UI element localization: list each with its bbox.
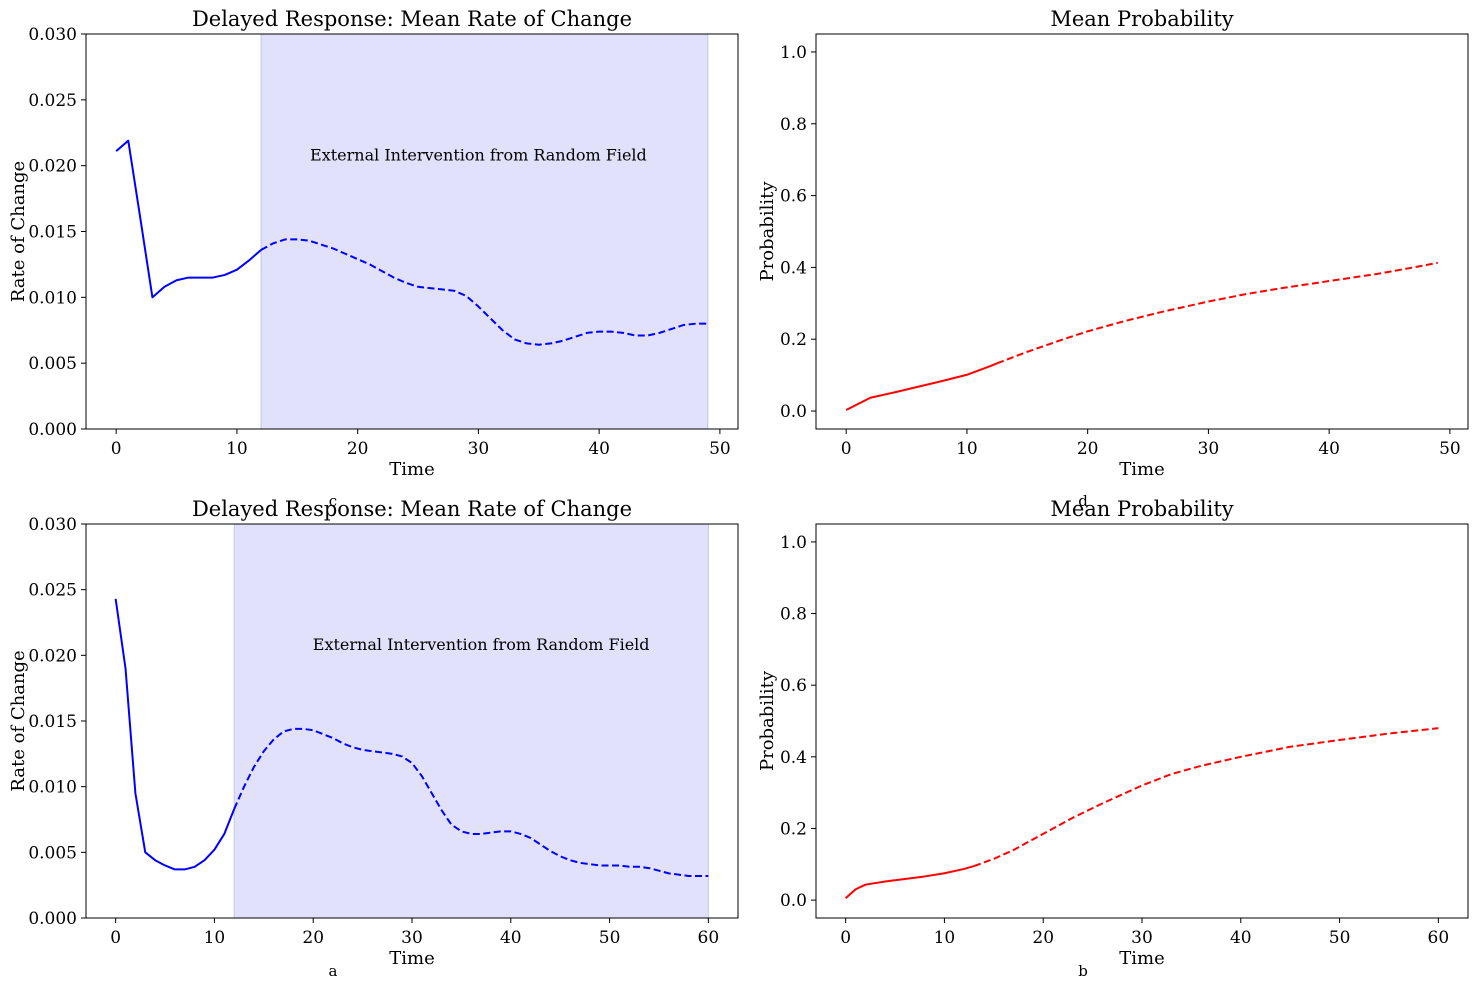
y-tick-label: 0.005	[28, 843, 77, 863]
x-tick-label: 50	[599, 928, 621, 948]
x-tick-label: 20	[1032, 928, 1054, 948]
shaded-region	[260, 33, 709, 430]
y-tick-label: 0.0	[780, 402, 807, 422]
y-tick-label: 0.4	[780, 258, 807, 278]
y-tick-label: 0.000	[28, 420, 77, 440]
x-tick-label: 10	[204, 928, 226, 948]
x-tick-label: 60	[698, 928, 720, 948]
chart-title: Delayed Response: Mean Rate of Change	[192, 497, 632, 521]
y-tick-label: 0.015	[28, 223, 77, 243]
chart-title: Mean Probability	[1050, 497, 1233, 521]
y-tick-label: 0.000	[28, 909, 77, 929]
x-tick-label: 0	[111, 439, 122, 459]
y-tick-label: 0.025	[28, 581, 77, 601]
chart-title: Mean Probability	[1050, 7, 1233, 31]
x-tick-label: 40	[588, 439, 610, 459]
x-axis-label: Time	[1119, 459, 1164, 480]
x-axis-label: Time	[389, 948, 434, 969]
series-line-dashed	[233, 727, 709, 877]
y-axis-label: Probability	[757, 181, 778, 282]
x-tick-label: 10	[934, 928, 956, 948]
subplot-label: c	[329, 492, 337, 510]
y-tick-label: 0.005	[28, 354, 77, 374]
y-tick-label: 0.4	[780, 748, 807, 768]
subplot-label: a	[329, 962, 338, 980]
y-tick-label: 0.8	[780, 115, 807, 135]
y-axis-label: Rate of Change	[8, 161, 29, 302]
subplot-label: b	[1078, 962, 1088, 980]
x-tick-label: 20	[1077, 439, 1099, 459]
chart-panel-0: 0 10 20 30 40 50 0.000 0.005 0.010 0.015 0.020 0.02…	[8, 7, 739, 510]
y-tick-label: 0.8	[780, 605, 807, 625]
annotation-text: External Intervention from Random Field	[310, 145, 647, 164]
series-line-dashed	[260, 238, 708, 346]
series-line-dashed	[996, 261, 1438, 365]
series-line-dashed	[973, 727, 1439, 868]
x-tick-label: 30	[468, 439, 490, 459]
x-tick-label: 10	[226, 439, 248, 459]
series-line-solid	[115, 139, 262, 299]
x-tick-label: 30	[401, 928, 423, 948]
chart-title: Delayed Response: Mean Rate of Change	[192, 7, 632, 31]
x-tick-label: 20	[347, 439, 369, 459]
x-tick-label: 30	[1198, 439, 1220, 459]
x-tick-label: 60	[1428, 928, 1450, 948]
annotation-text: External Intervention from Random Field	[313, 635, 650, 654]
y-tick-label: 0.015	[28, 712, 77, 732]
y-tick-label: 1.0	[780, 43, 807, 63]
y-tick-label: 0.6	[780, 676, 807, 696]
x-axis-label: Time	[1119, 948, 1164, 969]
x-tick-label: 40	[1230, 928, 1252, 948]
series-line-solid	[845, 362, 998, 411]
chart-panel-2: 0 10 20 30 40 50 60 0.000 0.005 0.010 0.015 0.020 0.…	[8, 497, 739, 980]
x-tick-label: 40	[1318, 439, 1340, 459]
x-tick-label: 0	[110, 928, 121, 948]
y-tick-label: 0.6	[780, 187, 807, 207]
x-tick-label: 20	[302, 928, 324, 948]
chart-panel-3: 0 10 20 30 40 50 60 0.0 0.2 0.4 0.6 0.8 1.0 Mean Prob…	[757, 497, 1469, 980]
shaded-region	[233, 523, 709, 919]
axes-frame	[815, 523, 1469, 919]
x-tick-label: 40	[500, 928, 522, 948]
y-tick-label: 0.030	[28, 25, 77, 45]
x-axis-label: Time	[389, 459, 434, 480]
y-tick-label: 1.0	[780, 533, 807, 553]
x-tick-label: 30	[1131, 928, 1153, 948]
y-tick-label: 0.2	[780, 330, 807, 350]
x-tick-label: 50	[709, 439, 731, 459]
y-axis-label: Probability	[757, 670, 778, 771]
subplot-label: d	[1078, 492, 1088, 510]
axes-frame	[815, 33, 1469, 430]
x-tick-label: 10	[956, 439, 978, 459]
x-tick-label: 0	[841, 439, 852, 459]
y-axis-label: Rate of Change	[8, 650, 29, 791]
y-tick-label: 0.025	[28, 91, 77, 111]
y-tick-label: 0.0	[780, 891, 807, 911]
y-tick-label: 0.020	[28, 157, 77, 177]
chart-panel-1: 0 10 20 30 40 50 0.0 0.2 0.4 0.6 0.8 1.0 Mean Probab…	[757, 7, 1469, 510]
series-line-solid	[114, 598, 236, 871]
x-tick-label: 0	[840, 928, 851, 948]
y-tick-label: 0.010	[28, 288, 77, 308]
x-tick-label: 50	[1329, 928, 1351, 948]
y-tick-label: 0.020	[28, 646, 77, 666]
y-tick-label: 0.2	[780, 819, 807, 839]
y-tick-label: 0.030	[28, 515, 77, 535]
series-line-solid	[844, 865, 975, 900]
y-tick-label: 0.010	[28, 778, 77, 798]
x-tick-label: 50	[1439, 439, 1461, 459]
